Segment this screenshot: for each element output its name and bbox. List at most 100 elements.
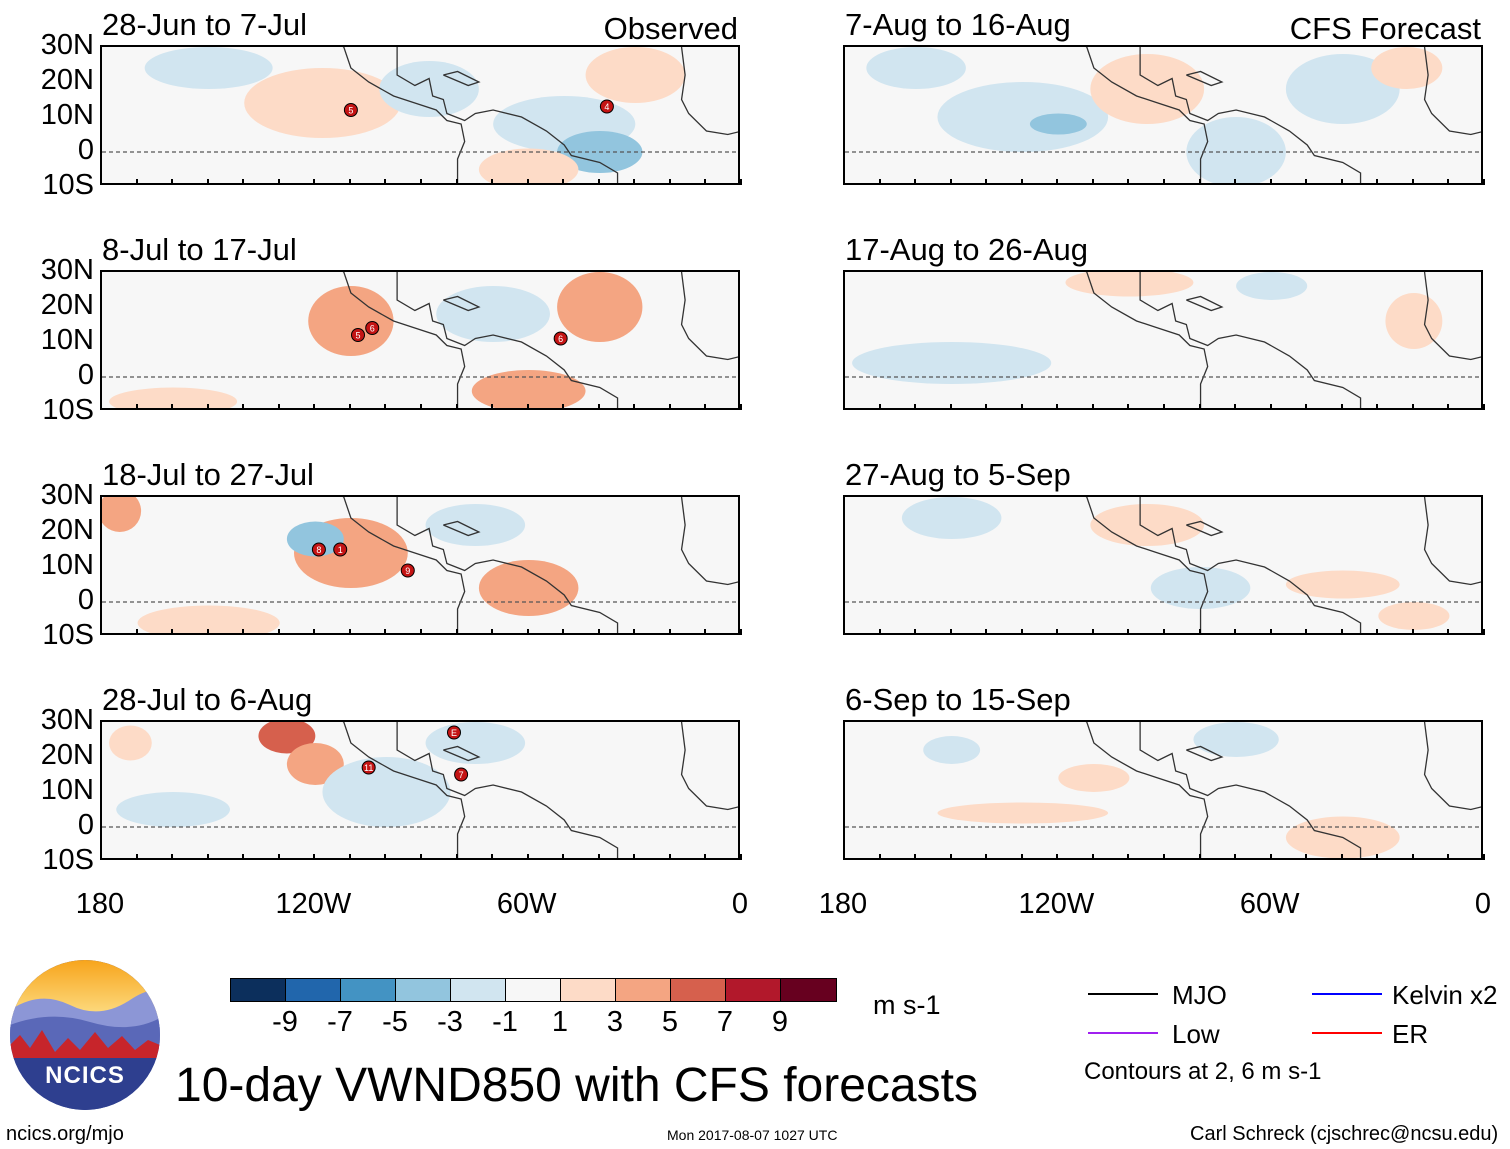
coastline [1423, 47, 1481, 136]
coastline [443, 745, 481, 762]
axis-tick [1269, 854, 1272, 860]
anomaly-shading [144, 47, 273, 89]
website-link[interactable]: ncics.org/mjo [6, 1123, 124, 1145]
axis-tick [914, 854, 917, 860]
axis-tick [1411, 404, 1414, 410]
axis-tick [1340, 629, 1343, 635]
vwnd-map [843, 270, 1483, 410]
axis-tick [1234, 629, 1237, 635]
coastline [342, 722, 466, 858]
axis-tick [277, 854, 280, 860]
storm-marker-icon: 11 [361, 760, 376, 775]
coastline [1423, 722, 1481, 811]
latitude-label: 0 [77, 134, 94, 166]
coastline [1085, 497, 1209, 633]
anomaly-shading [1058, 764, 1130, 792]
panel-title: 27-Aug to 5-Sep [845, 457, 1071, 492]
storm-marker-icon: 8 [311, 542, 326, 557]
axis-tick [1411, 179, 1414, 185]
colorbar-tick-label: 7 [716, 1006, 734, 1038]
anomaly-shading [478, 560, 579, 616]
coastline [342, 47, 466, 183]
colorbar-tick-label: 3 [606, 1006, 624, 1038]
anomaly-shading [258, 722, 316, 754]
axis-tick [1483, 854, 1485, 860]
anomaly-shading [308, 286, 394, 356]
latitude-label: 10N [40, 324, 94, 356]
axis-tick [277, 179, 280, 185]
kelvin-legend-label: Kelvin x2 [1392, 980, 1498, 1010]
axis-tick [1020, 629, 1023, 635]
axis-tick [1447, 179, 1450, 185]
colorbar-swatch [341, 979, 396, 1001]
axis-tick [740, 629, 742, 635]
axis-tick [704, 404, 707, 410]
axis-tick [668, 404, 671, 410]
axis-tick [1127, 404, 1130, 410]
panel-title: 28-Jul to 6-Aug [102, 682, 313, 717]
vwnd-map [843, 720, 1483, 860]
axis-tick [384, 629, 387, 635]
axis-tick [633, 179, 636, 185]
panel-title: 28-Jun to 7-Jul [102, 7, 308, 42]
axis-tick [420, 179, 422, 185]
axis-tick [1163, 404, 1165, 410]
coastline [1139, 272, 1362, 408]
storm-label: 11 [364, 763, 373, 773]
axis-tick [843, 179, 845, 185]
axis-tick [277, 404, 280, 410]
colorbar-swatch [616, 979, 671, 1001]
storm-label: 5 [348, 106, 353, 116]
axis-tick [1091, 854, 1094, 860]
axis-tick [740, 179, 742, 185]
latitude-label: 0 [77, 809, 94, 841]
latitude-label: 10S [42, 394, 94, 426]
longitude-label: 120W [275, 888, 352, 920]
axis-tick [348, 179, 351, 185]
colorbar-tick-label: 5 [661, 1006, 679, 1038]
axis-tick [242, 629, 245, 635]
logo-text: NCICS [45, 1062, 125, 1089]
axis-tick [1056, 179, 1059, 185]
axis-tick [1483, 404, 1485, 410]
axis-tick [878, 179, 881, 185]
latitude-label: 20N [40, 64, 94, 96]
axis-tick [135, 404, 138, 410]
axis-tick [1091, 179, 1094, 185]
axis-tick [562, 404, 565, 410]
axis-tick [206, 404, 209, 410]
axis-tick [526, 404, 529, 410]
longitude-label: 120W [1018, 888, 1095, 920]
axis-tick [242, 404, 245, 410]
axis-tick [135, 629, 138, 635]
axis-tick [242, 179, 245, 185]
axis-tick [313, 854, 316, 860]
anomaly-shading [116, 792, 230, 827]
axis-tick [597, 179, 600, 185]
axis-tick [1127, 854, 1130, 860]
storm-label: E [451, 728, 457, 738]
axis-tick [597, 404, 600, 410]
colorbar [230, 978, 837, 1002]
axis-tick [1305, 854, 1308, 860]
anomaly-shading [1029, 113, 1087, 135]
axis-tick [1163, 179, 1165, 185]
colorbar-swatch [561, 979, 616, 1001]
axis-tick [171, 629, 174, 635]
coastline [1085, 47, 1209, 183]
axis-tick [171, 404, 174, 410]
axis-tick [740, 854, 742, 860]
axis-tick [633, 629, 636, 635]
storm-marker-icon: 6 [365, 321, 380, 335]
axis-tick [420, 404, 422, 410]
longitude-label: 60W [1239, 888, 1300, 920]
axis-tick [1091, 629, 1094, 635]
anomaly-shading [478, 148, 579, 183]
anomaly-shading [866, 47, 966, 89]
axis-tick [633, 404, 636, 410]
anomaly-shading [137, 605, 280, 633]
axis-tick [1305, 179, 1308, 185]
axis-tick [206, 854, 209, 860]
storm-label: 5 [355, 331, 360, 341]
axis-tick [597, 854, 600, 860]
